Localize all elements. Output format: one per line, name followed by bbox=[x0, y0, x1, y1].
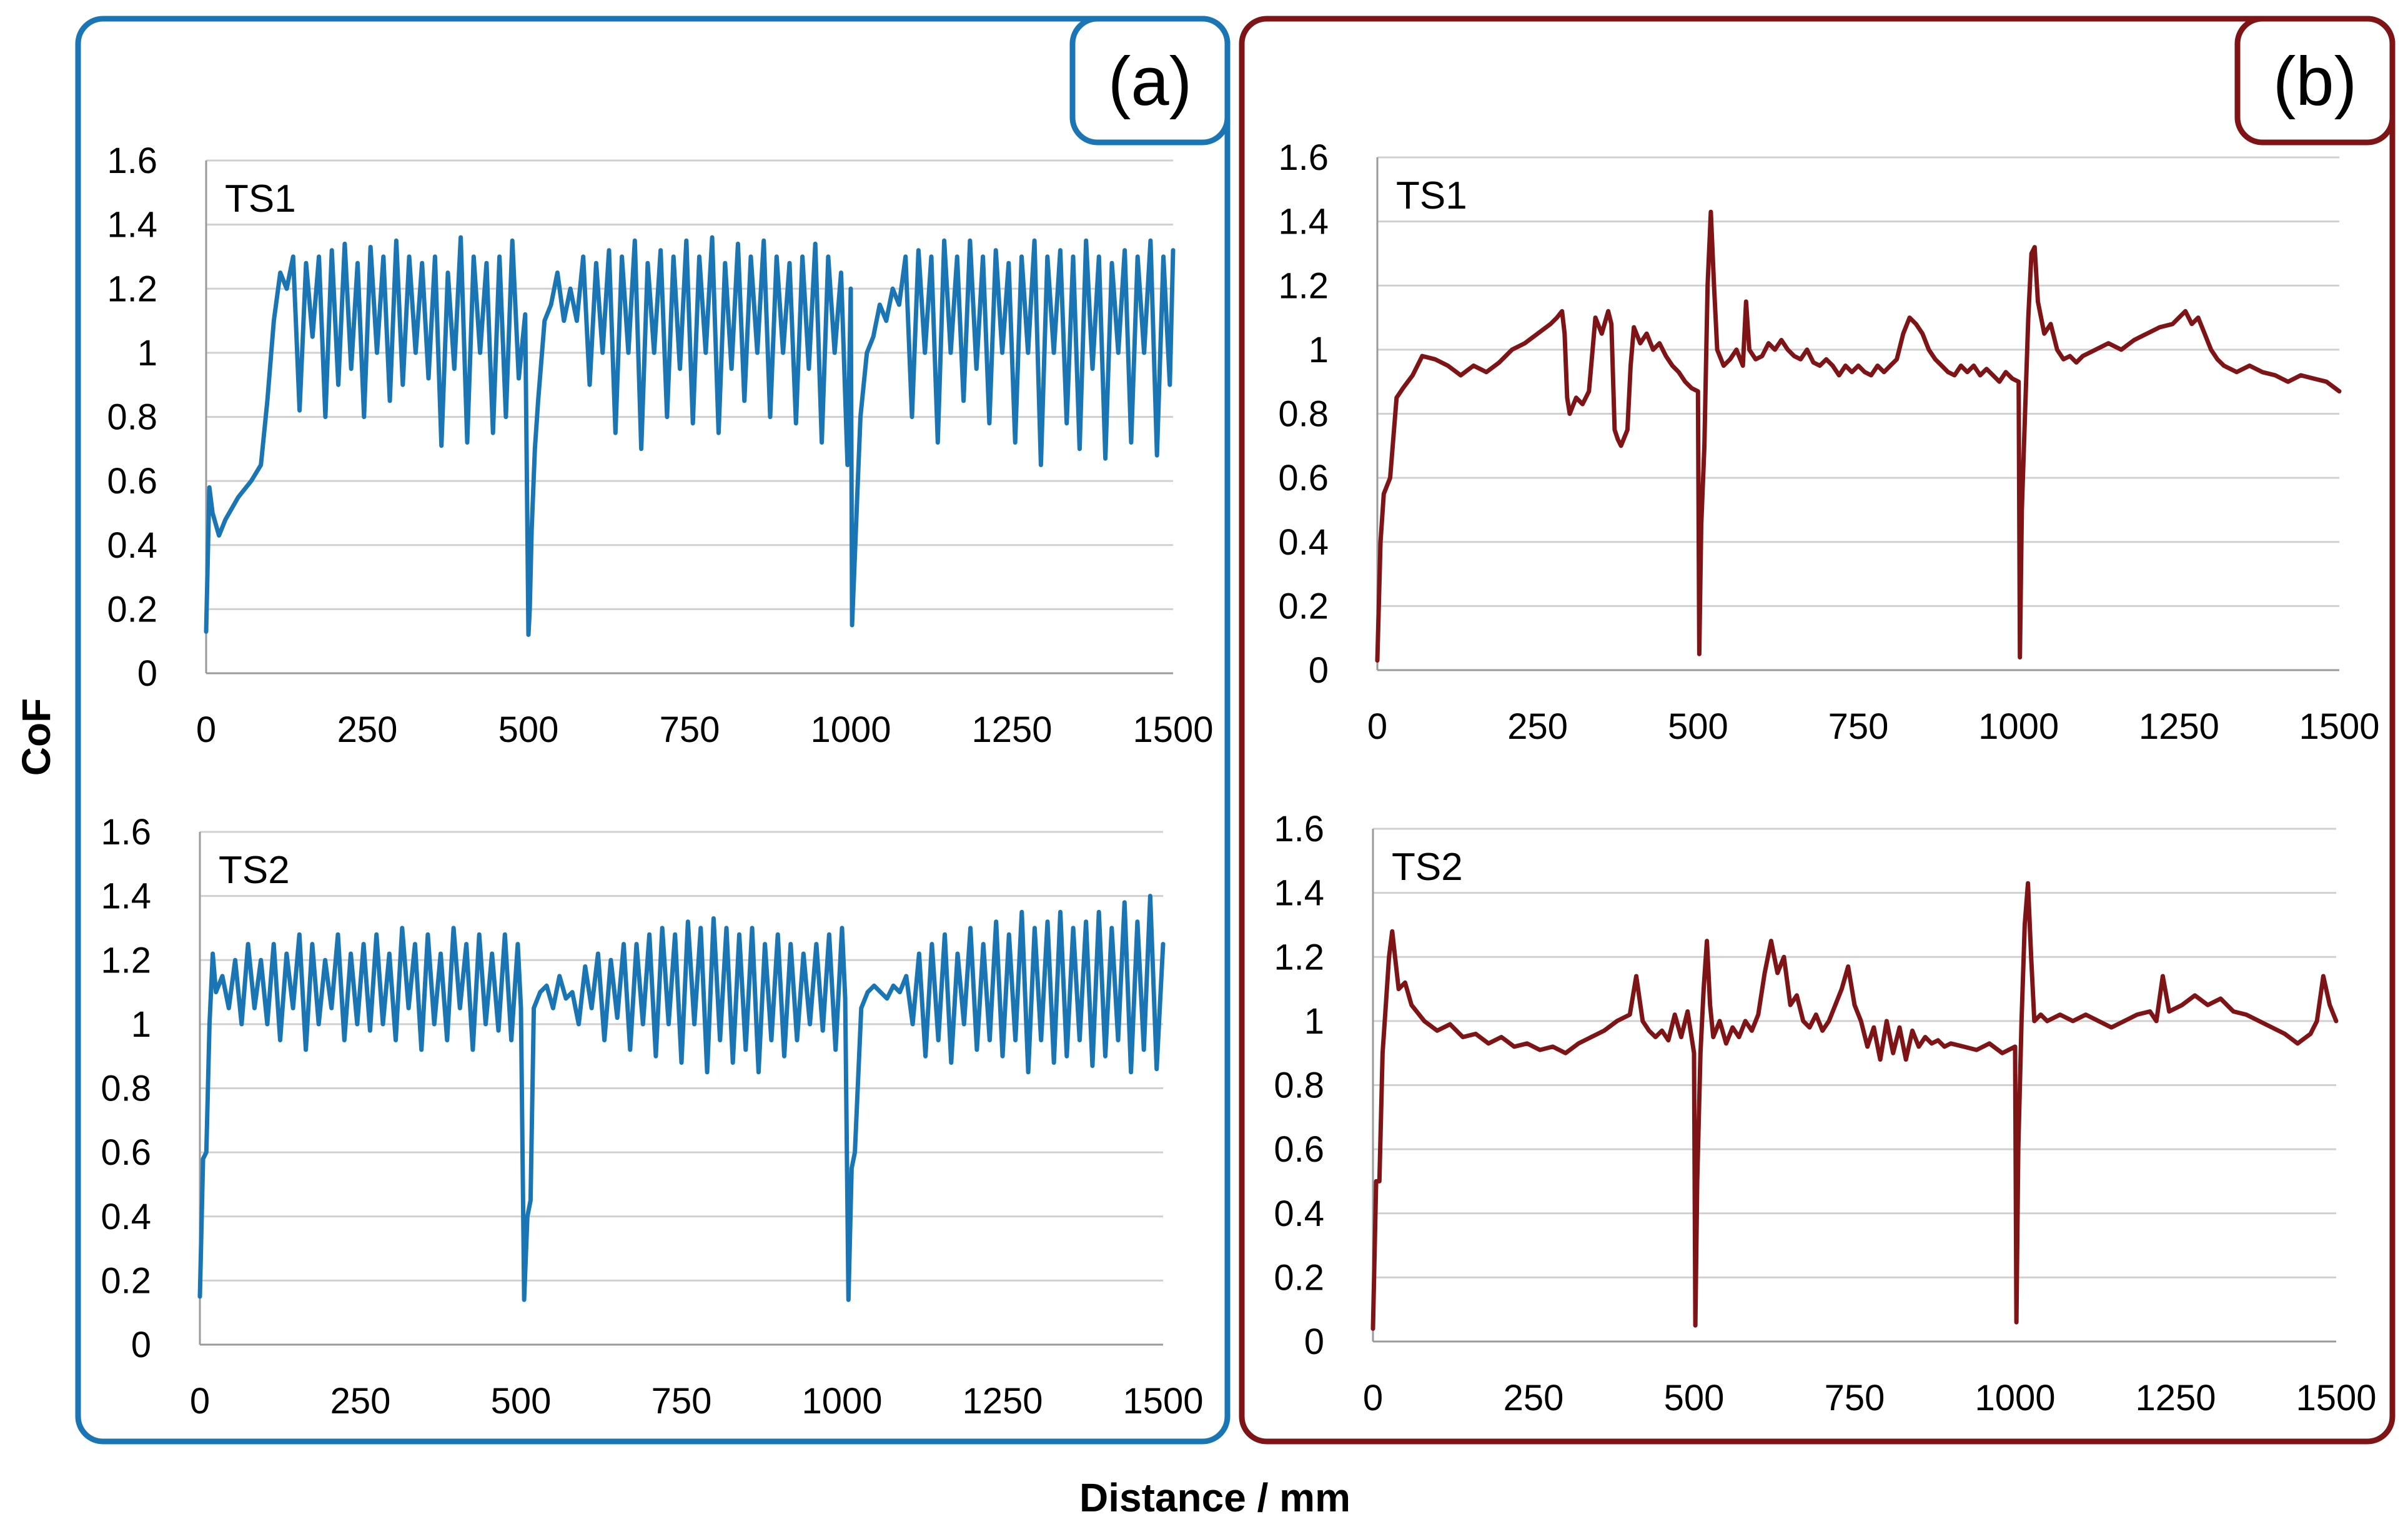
b-ts2-x-tick-label: 0 bbox=[1363, 1378, 1383, 1418]
a-ts1-x-tick-label: 0 bbox=[196, 709, 216, 750]
a-ts1-x-tick-label: 250 bbox=[337, 709, 398, 750]
b-ts2-series-line bbox=[1370, 881, 2339, 1331]
b-ts2-y-tick-label: 1.4 bbox=[1274, 873, 1324, 914]
b-ts2-y-tick-label: 0.6 bbox=[1274, 1129, 1324, 1170]
a-ts2-series-line bbox=[197, 894, 1166, 1302]
a-ts2-x-tick-label: 500 bbox=[491, 1381, 552, 1421]
b-ts1-y-tick-label: 1 bbox=[1309, 330, 1329, 370]
b-ts2-y-tick-label: 1.6 bbox=[1274, 809, 1324, 849]
b-ts1-x-tick-label: 1500 bbox=[2299, 706, 2379, 747]
a-ts2-y-tick-label: 0 bbox=[131, 1325, 151, 1365]
a-ts2-y-tick-label: 1 bbox=[131, 1004, 151, 1045]
a-ts2-y-tick-label: 1.6 bbox=[101, 812, 151, 852]
a-ts2-x-tick-label: 1250 bbox=[962, 1381, 1043, 1421]
b-ts1-y-tick-label: 1.4 bbox=[1278, 202, 1329, 242]
a-ts1-series-line bbox=[204, 235, 1176, 637]
a-ts2-x-tick-label: 1500 bbox=[1122, 1381, 1203, 1421]
y-axis-title: CoF bbox=[14, 698, 59, 776]
b-ts2-y-tick-label: 1.2 bbox=[1274, 937, 1324, 977]
b-ts1-y-tick-label: 0.6 bbox=[1278, 458, 1329, 498]
x-axis-title: Distance / mm bbox=[1079, 1475, 1350, 1520]
b-ts1-y-tick-label: 1.2 bbox=[1278, 265, 1329, 306]
b-ts1-x-tick-label: 750 bbox=[1828, 706, 1889, 747]
a-ts1-y-tick-label: 0.6 bbox=[107, 461, 157, 502]
b-ts1-series-line bbox=[1375, 209, 2342, 663]
a-ts2-y-tick-label: 1.4 bbox=[101, 876, 151, 917]
a-ts2-y-tick-label: 0.6 bbox=[101, 1132, 151, 1173]
panel-a-frame bbox=[75, 16, 1231, 1445]
b-ts1-y-tick-label: 0 bbox=[1309, 650, 1329, 691]
b-ts2-y-tick-label: 0.2 bbox=[1274, 1257, 1324, 1298]
b-ts2-x-tick-label: 1500 bbox=[2296, 1378, 2376, 1418]
b-ts1-series-label: TS1 bbox=[1396, 174, 1467, 217]
a-ts1-y-tick-label: 1.4 bbox=[107, 205, 157, 245]
b-ts2-x-tick-label: 250 bbox=[1504, 1378, 1564, 1418]
a-ts1-y-tick-label: 1.2 bbox=[107, 269, 157, 309]
b-ts2-y-tick-label: 0 bbox=[1304, 1322, 1324, 1362]
b-ts1-x-tick-label: 500 bbox=[1668, 706, 1728, 747]
a-ts2-y-tick-label: 0.4 bbox=[101, 1197, 151, 1237]
b-ts1-x-tick-label: 250 bbox=[1507, 706, 1568, 747]
b-ts1-x-tick-label: 1250 bbox=[2139, 706, 2219, 747]
a-ts1-x-tick-label: 1000 bbox=[810, 709, 891, 750]
a-ts2-y-tick-label: 0.8 bbox=[101, 1069, 151, 1109]
a-ts2-series-label: TS2 bbox=[219, 849, 290, 892]
panel-b-label: (b) bbox=[2273, 43, 2357, 120]
b-ts2-x-tick-label: 1250 bbox=[2135, 1378, 2216, 1418]
b-ts2-y-tick-label: 0.8 bbox=[1274, 1065, 1324, 1106]
b-ts2-y-tick-label: 0.4 bbox=[1274, 1193, 1324, 1234]
a-ts1-y-tick-label: 0.8 bbox=[107, 397, 157, 438]
a-ts2-x-tick-label: 750 bbox=[652, 1381, 712, 1421]
panel-b-label-box bbox=[2234, 16, 2396, 146]
a-ts1-series-label: TS1 bbox=[225, 177, 296, 220]
chart-b-ts1: 0 0.2 0.4 0.6 0.8 1 1.2 1.4 1.6 0 250 500 750 1000 125… bbox=[1278, 137, 2379, 747]
a-ts1-x-tick-label: 1250 bbox=[971, 709, 1052, 750]
b-ts1-x-tick-label: 1000 bbox=[1978, 706, 2059, 747]
a-ts1-y-tick-label: 1 bbox=[137, 333, 157, 373]
a-ts1-x-tick-label: 1500 bbox=[1132, 709, 1213, 750]
b-ts2-x-tick-label: 1000 bbox=[1974, 1378, 2055, 1418]
panel-b-frame bbox=[1239, 16, 2396, 1445]
a-ts1-y-tick-label: 0.4 bbox=[107, 525, 157, 566]
a-ts1-x-tick-label: 750 bbox=[660, 709, 720, 750]
a-ts1-x-tick-label: 500 bbox=[498, 709, 559, 750]
b-ts2-series-label: TS2 bbox=[1392, 846, 1463, 889]
b-ts1-y-tick-label: 0.2 bbox=[1278, 586, 1329, 626]
a-ts2-x-tick-label: 0 bbox=[190, 1381, 210, 1421]
b-ts1-y-tick-label: 1.6 bbox=[1278, 137, 1329, 178]
a-ts2-y-tick-label: 1.2 bbox=[101, 940, 151, 981]
b-ts1-y-tick-label: 0.8 bbox=[1278, 394, 1329, 435]
chart-b-ts2: 0 0.2 0.4 0.6 0.8 1 1.2 1.4 1.6 0 250 500 750 1000 125… bbox=[1274, 809, 2376, 1418]
b-ts1-y-tick-label: 0.4 bbox=[1278, 522, 1329, 563]
a-ts1-y-tick-label: 0.2 bbox=[107, 589, 157, 630]
a-ts1-y-tick-label: 0 bbox=[137, 653, 157, 694]
b-ts2-y-tick-label: 1 bbox=[1304, 1001, 1324, 1042]
panel-a-label-box bbox=[1069, 16, 1231, 146]
a-ts1-y-tick-label: 1.6 bbox=[107, 141, 157, 181]
chart-a-ts1: 0 0.2 0.4 0.6 0.8 1 1.2 1.4 1.6 0 250 500 750 1000 125… bbox=[107, 141, 1213, 750]
b-ts2-x-tick-label: 750 bbox=[1825, 1378, 1885, 1418]
chart-a-ts2: 0 0.2 0.4 0.6 0.8 1 1.2 1.4 1.6 0 250 500 750 1000 125… bbox=[101, 812, 1203, 1421]
a-ts2-y-tick-label: 0.2 bbox=[101, 1260, 151, 1301]
panel-a-label: (a) bbox=[1108, 43, 1192, 120]
a-ts2-x-tick-label: 1000 bbox=[801, 1381, 882, 1421]
b-ts2-x-tick-label: 500 bbox=[1664, 1378, 1725, 1418]
b-ts1-x-tick-label: 0 bbox=[1367, 706, 1387, 747]
a-ts2-x-tick-label: 250 bbox=[330, 1381, 391, 1421]
